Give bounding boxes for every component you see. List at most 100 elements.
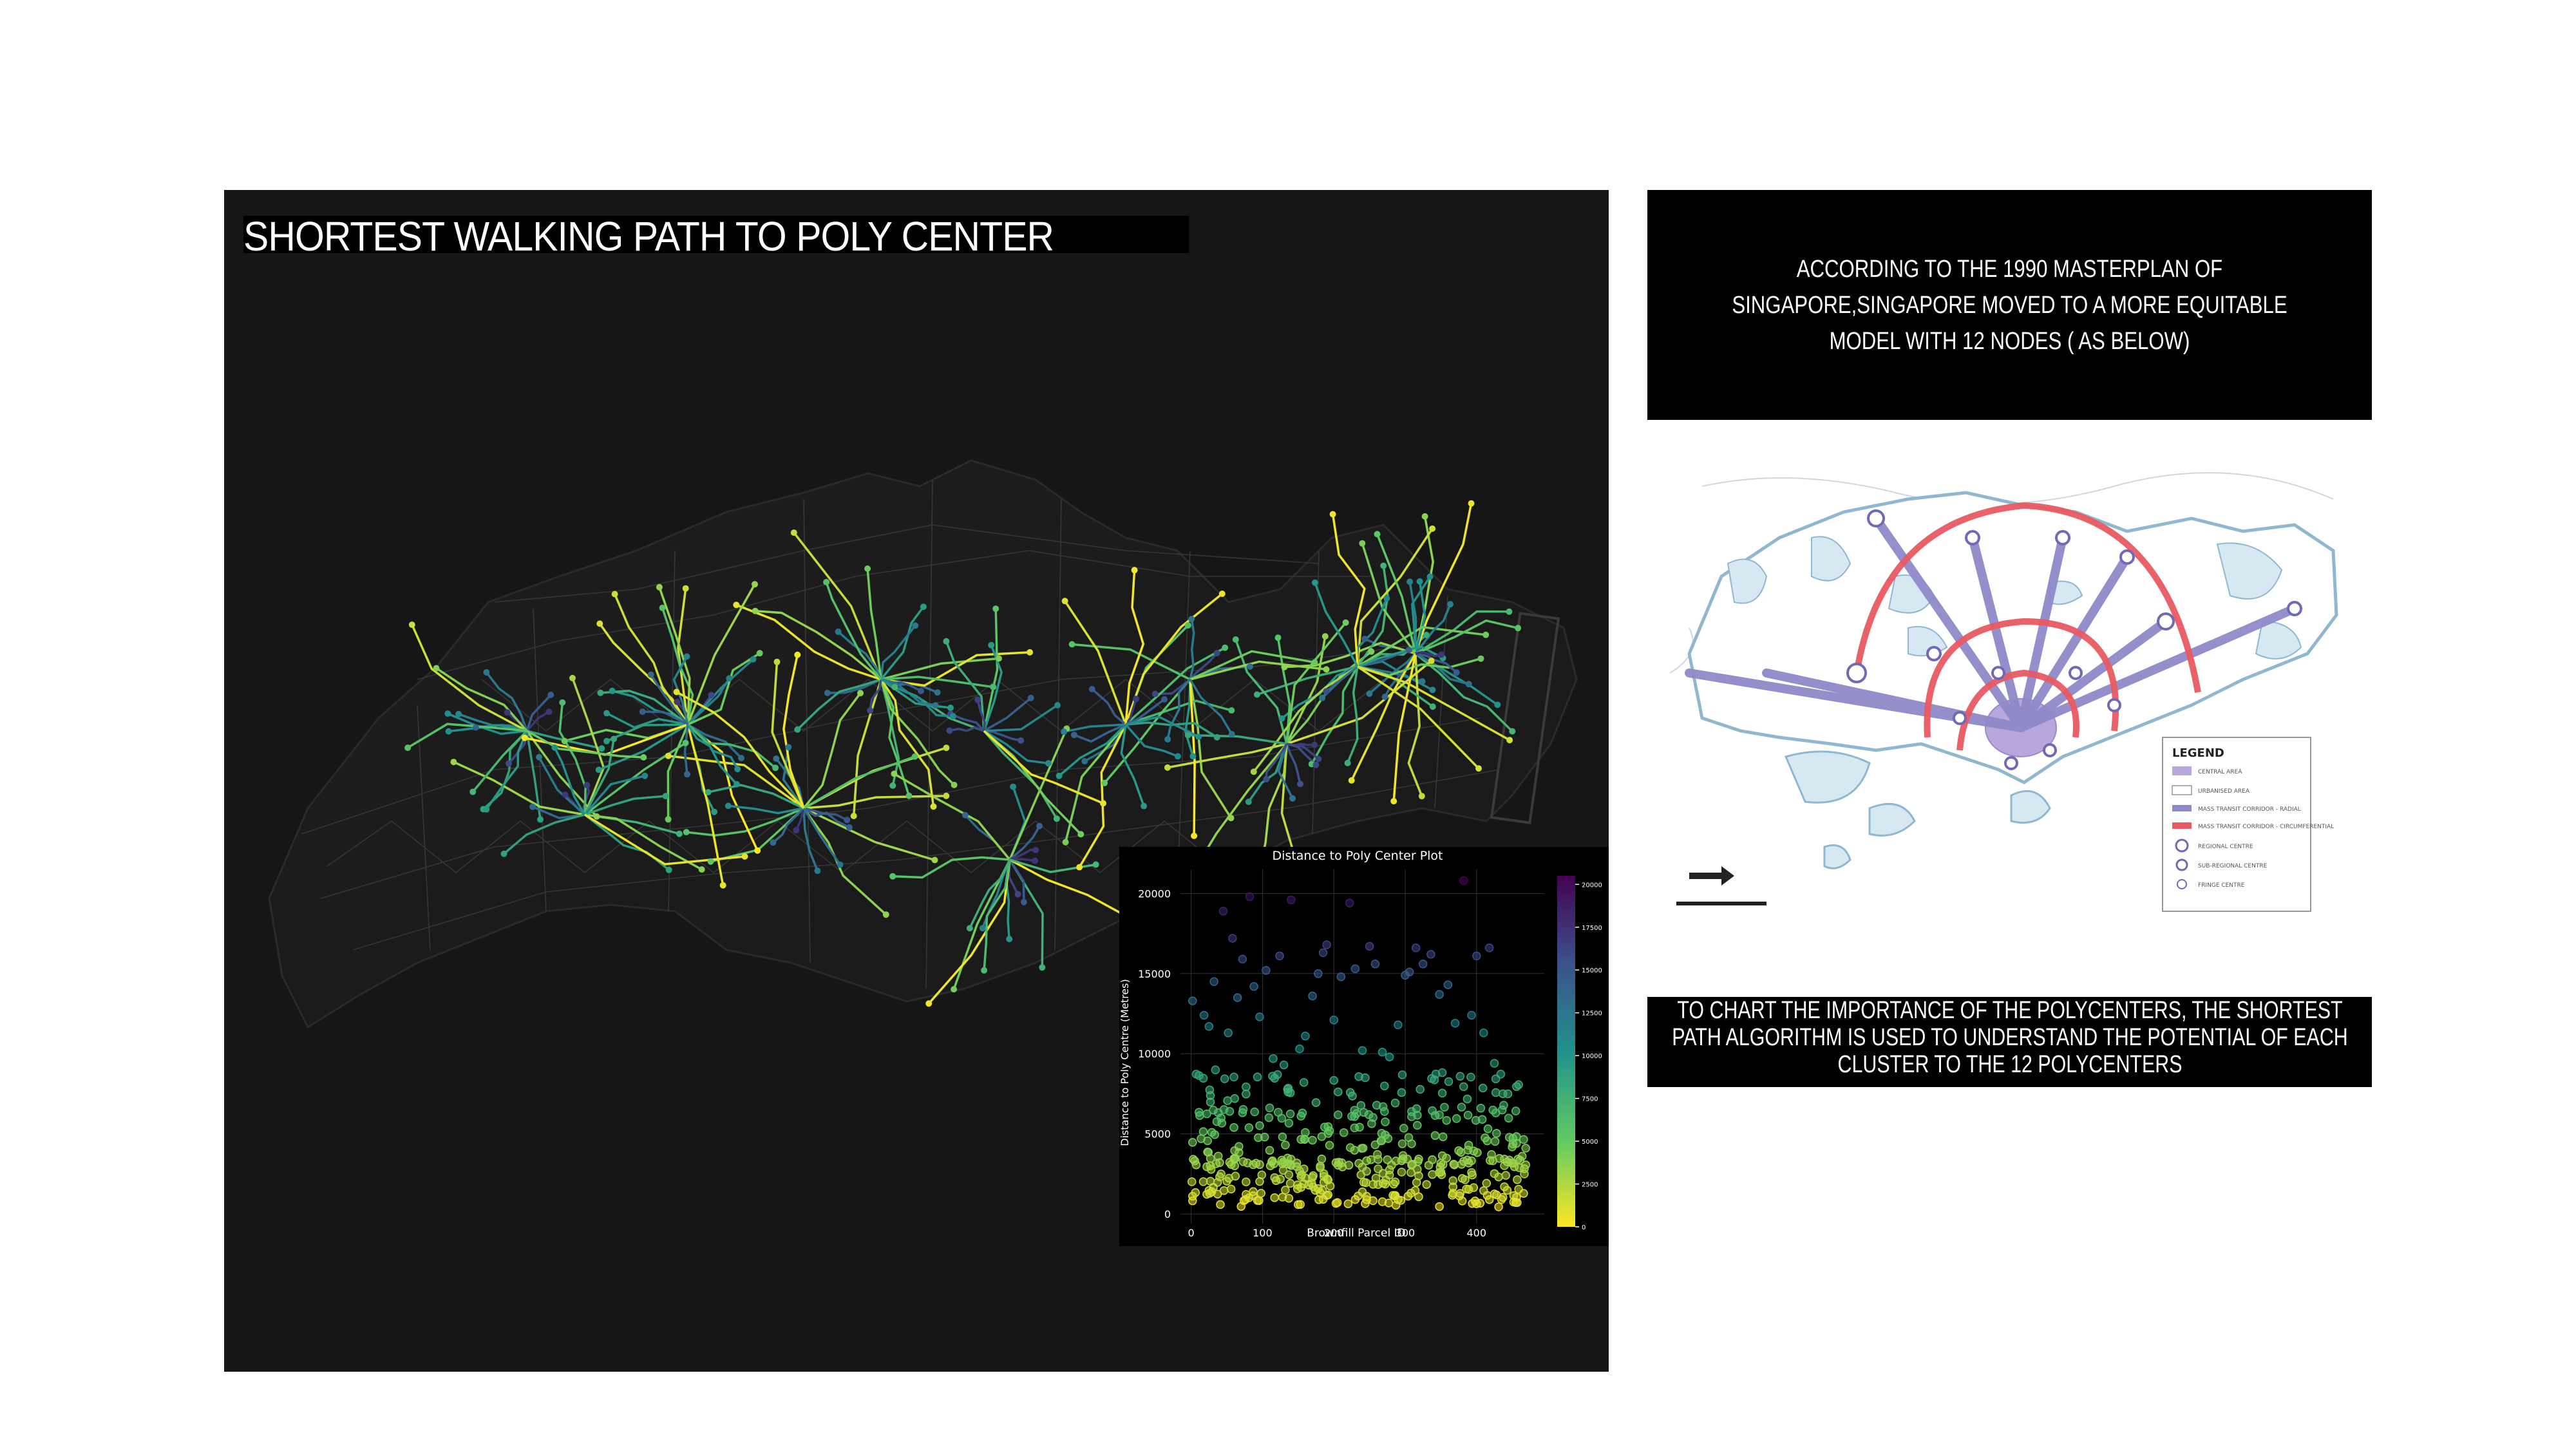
colorbar: [1557, 876, 1575, 1227]
parcel-point: [930, 803, 937, 810]
walking-path: [1415, 652, 1457, 674]
scatter-point: [1262, 966, 1271, 975]
walking-path: [1415, 610, 1510, 655]
parcel-point: [483, 806, 490, 813]
walking-path: [795, 808, 805, 831]
scatter-point: [1448, 1191, 1457, 1200]
parcel-point: [911, 753, 918, 760]
scatter-point: [1195, 1111, 1204, 1120]
parcel-point: [1383, 595, 1390, 602]
parcel-point: [682, 739, 689, 746]
scatter-point: [1206, 1177, 1215, 1186]
parcel-point: [1088, 686, 1095, 693]
parcel-point: [595, 766, 602, 773]
parcel-point: [726, 675, 733, 682]
parcel-point: [981, 967, 988, 974]
parcel-point: [990, 683, 997, 690]
parcel-point: [889, 873, 896, 880]
scatter-point: [1350, 964, 1360, 974]
parcel-point: [562, 791, 569, 799]
chart-points: [1187, 876, 1530, 1211]
legend-fringe: FRINGE CENTRE: [2198, 882, 2245, 889]
parcel-point: [1062, 838, 1069, 846]
parcel-point: [529, 803, 536, 810]
parcel-point: [640, 754, 647, 761]
parcel-point: [1289, 795, 1296, 802]
colorbar-tick-label: 2500: [1582, 1182, 1598, 1189]
walking-path: [803, 807, 850, 829]
scatter-point: [1191, 1070, 1201, 1079]
scatter-point: [1490, 1137, 1500, 1146]
scatter-point: [1390, 1099, 1400, 1108]
walking-path: [1009, 728, 1068, 860]
scatter-point: [1519, 1135, 1528, 1144]
scatter-point: [1270, 1074, 1279, 1083]
scatter-point: [1269, 1054, 1278, 1063]
parcel-point: [1323, 666, 1330, 673]
scatter-point: [1413, 1110, 1422, 1120]
parcel-point: [1419, 678, 1426, 685]
parcel-point: [790, 529, 797, 536]
parcel-point: [408, 621, 415, 629]
parcel-point: [537, 816, 544, 823]
parcel-point: [1312, 761, 1320, 768]
scatter-point: [1254, 1133, 1263, 1142]
parcel-point: [846, 824, 853, 831]
scatter-point: [1270, 1173, 1279, 1182]
scatter-point: [1361, 1073, 1370, 1083]
parcel-point: [1429, 525, 1436, 532]
parcel-point: [1092, 861, 1099, 868]
scatter-point: [1437, 1170, 1446, 1179]
parcel-point: [708, 692, 715, 699]
scatter-point: [1358, 1144, 1368, 1153]
parcel-point: [1429, 687, 1436, 694]
parcel-point: [932, 702, 939, 709]
scatter-point: [1285, 1109, 1295, 1119]
scatter-point: [1316, 1162, 1325, 1171]
scatter-point: [1317, 1132, 1327, 1141]
walking-path: [797, 678, 882, 731]
parcel-point: [1281, 663, 1288, 670]
scatter-point: [1202, 1162, 1211, 1171]
parcel-point: [1366, 690, 1373, 697]
scatter-point: [1361, 1178, 1370, 1188]
parcel-point: [593, 813, 600, 820]
scatter-point: [1405, 967, 1414, 977]
legend-urbanised: URBANISED AREA: [2198, 788, 2250, 795]
parcel-point: [1323, 688, 1330, 695]
scatter-point: [1206, 1097, 1215, 1106]
scatter-point: [1278, 1166, 1288, 1175]
parcel-point: [857, 690, 864, 697]
walking-path: [866, 568, 882, 680]
parcel-point: [988, 641, 995, 649]
parcel-point: [835, 628, 842, 635]
scatter-point: [1334, 1160, 1343, 1170]
parcel-point: [561, 737, 568, 744]
masterplan-water: [1727, 536, 2302, 659]
parcel-point: [674, 698, 681, 705]
walking-path: [837, 630, 882, 680]
scatter-point: [1295, 1044, 1304, 1054]
scatter-point: [1264, 1113, 1274, 1122]
parcel-point: [684, 771, 690, 778]
scatter-point: [1438, 1132, 1448, 1141]
walking-path: [1356, 527, 1434, 667]
parcel-point: [773, 658, 781, 665]
parcel-point: [850, 813, 857, 820]
scatter-point: [1385, 1052, 1394, 1061]
walking-path: [526, 730, 602, 750]
scatter-point: [1484, 943, 1494, 952]
scatter-point: [1435, 1162, 1445, 1171]
parcel-point: [1053, 815, 1060, 822]
scatter-point: [1235, 1148, 1244, 1157]
walking-path: [825, 582, 882, 681]
parcel-point: [1151, 690, 1159, 697]
walking-path: [1189, 679, 1233, 735]
scatter-point: [1478, 1083, 1488, 1093]
scatter-point: [1513, 1175, 1522, 1184]
scatter-point: [1242, 1082, 1251, 1092]
walking-path: [1415, 652, 1470, 685]
parcel-point: [823, 578, 830, 585]
scatter-point: [1358, 1046, 1367, 1055]
legend-regional: REGIONAL CENTRE: [2198, 844, 2253, 850]
